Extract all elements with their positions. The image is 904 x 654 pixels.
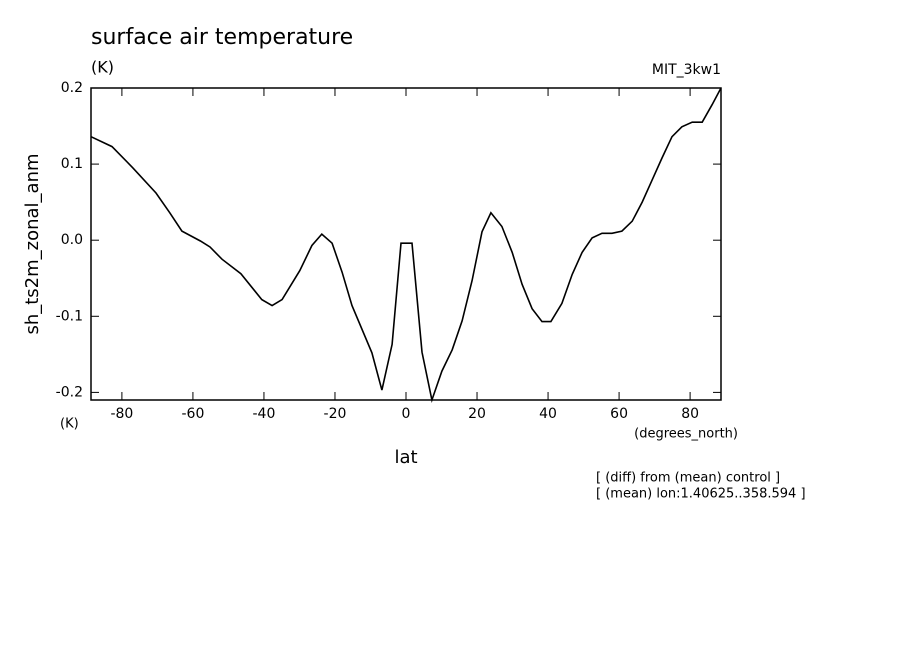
y-tick-label: 0.2	[61, 80, 83, 96]
x-tick-label: -40	[253, 406, 276, 422]
y-axis-label: sh_ts2m_zonal_anm	[22, 153, 43, 334]
x-axis-label: lat	[394, 447, 417, 468]
y-tick-label: -0.1	[56, 308, 83, 324]
note: [ (mean) lon:1.40625..358.594 ]	[596, 487, 806, 502]
x-units: (degrees_north)	[634, 427, 738, 442]
y-tick-label: -0.2	[56, 384, 83, 400]
y-tick-label: 0.0	[61, 232, 83, 248]
x-tick-label: -60	[181, 406, 204, 422]
x-tick-label: -20	[324, 406, 347, 422]
model-label: MIT_3kw1	[652, 62, 721, 78]
y-units: (K)	[60, 417, 79, 432]
x-tick-label: 40	[539, 406, 557, 422]
x-tick-label: 60	[610, 406, 628, 422]
x-tick-label: 20	[468, 406, 486, 422]
note: [ (diff) from (mean) control ]	[596, 471, 780, 486]
x-tick-label: 80	[681, 406, 699, 422]
units: (K)	[91, 58, 114, 77]
y-tick-label: 0.1	[61, 156, 83, 172]
chart-title: surface air temperature	[91, 25, 353, 50]
x-tick-label: 0	[402, 406, 411, 422]
data-line	[90, 87, 722, 404]
x-tick-label: -80	[110, 406, 133, 422]
